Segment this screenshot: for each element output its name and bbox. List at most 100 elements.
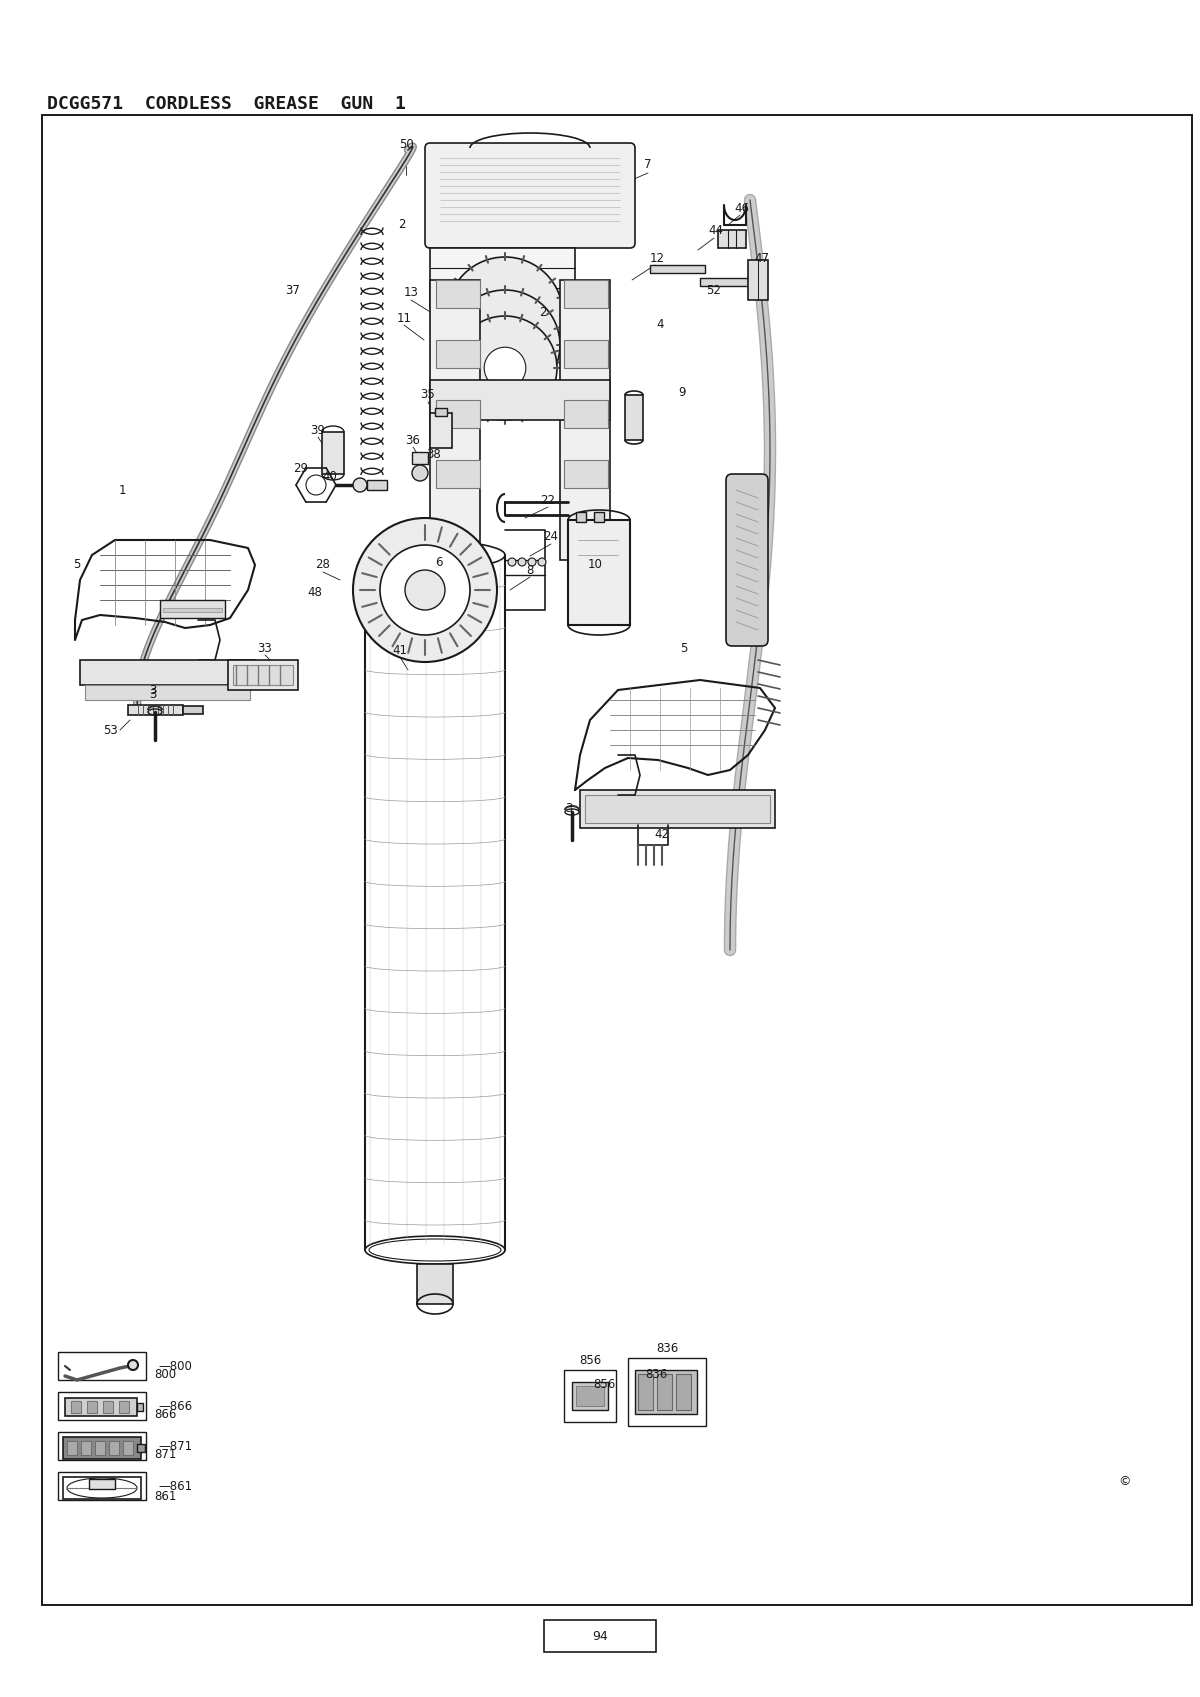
- Bar: [564, 1369, 616, 1422]
- Bar: [430, 380, 610, 419]
- Text: —866: —866: [158, 1400, 192, 1412]
- Text: 2: 2: [398, 219, 406, 231]
- Bar: [71, 1402, 82, 1414]
- Text: 36: 36: [406, 433, 420, 446]
- Bar: [436, 400, 480, 428]
- Text: 41: 41: [392, 643, 408, 657]
- Text: 3: 3: [149, 689, 157, 701]
- Text: 28: 28: [316, 558, 330, 572]
- Bar: [80, 660, 256, 686]
- Circle shape: [412, 465, 428, 480]
- Bar: [430, 280, 480, 560]
- Bar: [82, 1441, 91, 1454]
- Text: 52: 52: [707, 283, 721, 297]
- Bar: [676, 1375, 691, 1410]
- Bar: [67, 1441, 77, 1454]
- Text: 29: 29: [294, 462, 308, 475]
- Text: ©: ©: [1118, 1475, 1132, 1488]
- Text: 1: 1: [119, 484, 126, 497]
- Bar: [700, 278, 755, 287]
- Bar: [436, 339, 480, 368]
- Text: 3: 3: [149, 684, 157, 696]
- FancyBboxPatch shape: [425, 143, 635, 248]
- Bar: [568, 519, 630, 624]
- Bar: [576, 1386, 604, 1407]
- Text: 24: 24: [544, 531, 558, 543]
- Bar: [748, 260, 768, 300]
- Bar: [89, 1480, 115, 1488]
- Bar: [58, 1471, 146, 1500]
- Text: 13: 13: [403, 287, 419, 299]
- Bar: [635, 1369, 697, 1414]
- Bar: [367, 480, 386, 490]
- Text: 9: 9: [678, 387, 685, 399]
- Bar: [64, 1437, 142, 1459]
- Text: 861: 861: [154, 1490, 176, 1504]
- Circle shape: [450, 290, 560, 400]
- Bar: [430, 412, 452, 448]
- Text: 46: 46: [734, 202, 750, 214]
- Bar: [163, 608, 222, 613]
- Text: 35: 35: [421, 389, 436, 402]
- Text: 2: 2: [539, 307, 547, 319]
- Bar: [64, 1476, 142, 1498]
- Text: 5: 5: [73, 558, 80, 572]
- Bar: [103, 1402, 113, 1414]
- Circle shape: [518, 558, 526, 567]
- Text: 22: 22: [540, 494, 556, 506]
- Bar: [65, 1398, 137, 1415]
- Text: DCGG571  CORDLESS  GREASE  GUN  1: DCGG571 CORDLESS GREASE GUN 1: [47, 95, 406, 114]
- Text: 38: 38: [427, 448, 442, 462]
- Text: 7: 7: [644, 158, 652, 171]
- Circle shape: [485, 348, 526, 389]
- Bar: [430, 248, 575, 307]
- Text: 5: 5: [680, 641, 688, 655]
- Text: 6: 6: [436, 557, 443, 570]
- Text: 39: 39: [311, 424, 325, 436]
- Bar: [625, 395, 643, 440]
- Text: 47: 47: [755, 251, 769, 265]
- Bar: [228, 660, 298, 691]
- Bar: [628, 1358, 706, 1425]
- Bar: [564, 280, 608, 307]
- Bar: [418, 1264, 454, 1303]
- Circle shape: [380, 545, 470, 635]
- Text: 94: 94: [592, 1629, 608, 1643]
- Bar: [638, 1375, 653, 1410]
- Circle shape: [353, 518, 497, 662]
- Text: 37: 37: [286, 283, 300, 297]
- Bar: [58, 1353, 146, 1380]
- Bar: [572, 1381, 608, 1410]
- Bar: [576, 512, 586, 523]
- Text: 4: 4: [656, 319, 664, 331]
- Circle shape: [353, 479, 367, 492]
- Bar: [233, 665, 293, 686]
- Text: 866: 866: [154, 1409, 176, 1422]
- Bar: [594, 512, 604, 523]
- Bar: [436, 460, 480, 489]
- Text: 871: 871: [154, 1449, 176, 1461]
- Circle shape: [454, 316, 557, 419]
- Text: —800: —800: [158, 1359, 192, 1373]
- Bar: [586, 794, 770, 823]
- Text: 856: 856: [578, 1354, 601, 1366]
- Circle shape: [128, 1359, 138, 1369]
- Bar: [119, 1402, 130, 1414]
- Bar: [42, 115, 1192, 1605]
- Text: 50: 50: [400, 139, 414, 151]
- Bar: [436, 407, 446, 416]
- Bar: [58, 1432, 146, 1459]
- Bar: [564, 400, 608, 428]
- Bar: [564, 460, 608, 489]
- Circle shape: [528, 558, 536, 567]
- Text: 3: 3: [565, 801, 572, 815]
- Circle shape: [508, 558, 516, 567]
- Text: 836: 836: [644, 1368, 667, 1381]
- Bar: [560, 280, 610, 560]
- Bar: [564, 339, 608, 368]
- Text: —861: —861: [158, 1480, 192, 1492]
- Text: 856: 856: [593, 1378, 616, 1392]
- Text: 33: 33: [258, 641, 272, 655]
- Bar: [650, 265, 706, 273]
- Text: 11: 11: [396, 312, 412, 324]
